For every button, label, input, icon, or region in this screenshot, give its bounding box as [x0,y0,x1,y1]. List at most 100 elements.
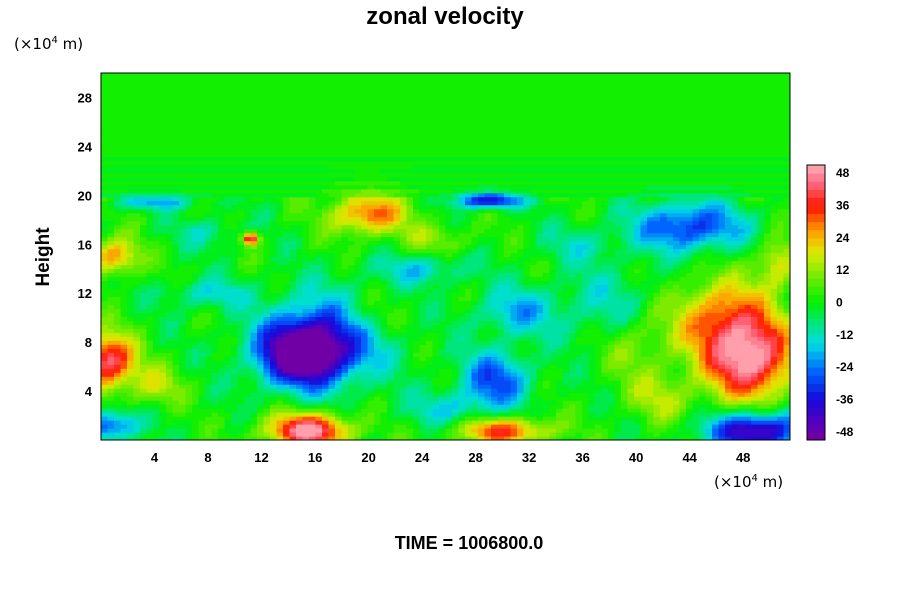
heatmap-cell [465,376,473,381]
heatmap-cell [302,432,310,437]
heatmap-cell [140,364,148,369]
heatmap-cell [237,332,245,337]
heatmap-cell [237,320,245,325]
heatmap-cell [660,328,668,333]
heatmap-cell [361,388,369,393]
heatmap-cell [133,396,141,401]
heatmap-cell [146,284,154,290]
heatmap-cell [387,368,395,373]
heatmap-cell [270,416,278,421]
heatmap-cell [335,336,343,341]
heatmap-cell [140,348,148,353]
heatmap-cell [426,380,434,385]
heatmap-cell [283,320,291,325]
heatmap-cell [231,328,239,333]
heatmap-cell [400,332,408,337]
heatmap-cell [634,332,642,337]
heatmap-cell [777,412,785,417]
heatmap-cell [744,260,752,266]
heatmap-cell [393,288,401,293]
heatmap-cell [231,320,239,325]
heatmap-cell [309,404,317,409]
heatmap-cell [504,340,512,345]
heatmap-cell [413,292,421,297]
heatmap-cell [718,420,726,425]
heatmap-cell [478,432,486,437]
heatmap-cell [679,428,687,433]
heatmap-cell [127,284,135,290]
heatmap-cell [627,368,635,373]
heatmap-cell [458,348,466,353]
heatmap-cell [400,364,408,369]
heatmap-cell [107,432,115,437]
heatmap-cell [231,424,239,429]
heatmap-cell [536,436,544,440]
heatmap-cell [172,432,180,437]
heatmap-cell [777,360,785,365]
heatmap-cell [114,300,122,305]
heatmap-cell [497,344,505,349]
heatmap-cell [192,276,200,282]
heatmap-cell [322,272,330,278]
heatmap-cell [653,312,661,317]
heatmap-cell [634,424,642,429]
heatmap-cell [224,332,232,337]
heatmap-cell [608,376,616,381]
heatmap-cell [653,324,661,329]
heatmap-cell [725,432,733,437]
heatmap-cell [523,376,531,381]
heatmap-cell [595,292,603,297]
heatmap-cell [348,268,356,274]
heatmap-cell [764,260,772,266]
heatmap-cell [744,284,752,290]
heatmap-cell [621,304,629,309]
heatmap-cell [478,296,486,301]
heatmap-cell [621,380,629,385]
heatmap-cell [738,272,746,278]
heatmap-cell [705,316,713,321]
heatmap-cell [413,316,421,321]
heatmap-cell [322,424,330,429]
heatmap-cell [133,340,141,345]
heatmap-cell [666,364,674,369]
heatmap-cell [608,348,616,353]
heatmap-cell [569,380,577,385]
heatmap-cell [614,284,622,290]
heatmap-cell [296,288,304,293]
heatmap-cell [562,276,570,282]
heatmap-cell [276,436,284,440]
heatmap-cell [341,360,349,365]
heatmap-cell [777,296,785,301]
heatmap-cell [205,380,213,385]
heatmap-cell [744,320,752,325]
heatmap-cell [231,432,239,437]
heatmap-cell [478,428,486,433]
heatmap-cell [757,396,765,401]
heatmap-cell [530,308,538,313]
heatmap-cell [374,356,382,361]
heatmap-cell [146,332,154,337]
heatmap-cell [374,360,382,365]
heatmap-cell [387,396,395,401]
heatmap-cell [192,388,200,393]
heatmap-cell [315,368,323,373]
heatmap-cell [380,340,388,345]
heatmap-cell [705,332,713,337]
heatmap-cell [146,416,154,421]
heatmap-cell [647,272,655,278]
heatmap-cell [133,420,141,425]
heatmap-cell [328,284,336,290]
heatmap-cell [387,268,395,274]
heatmap-cell [218,400,226,405]
heatmap-cell [634,356,642,361]
heatmap-cell [250,344,258,349]
heatmap-cell [354,288,362,293]
heatmap-cell [640,428,648,433]
heatmap-cell [185,328,193,333]
heatmap-cell [491,416,499,421]
heatmap-cell [647,360,655,365]
heatmap-cell [250,324,258,329]
heatmap-cell [153,316,161,321]
heatmap-cell [166,428,174,433]
heatmap-cell [354,344,362,349]
